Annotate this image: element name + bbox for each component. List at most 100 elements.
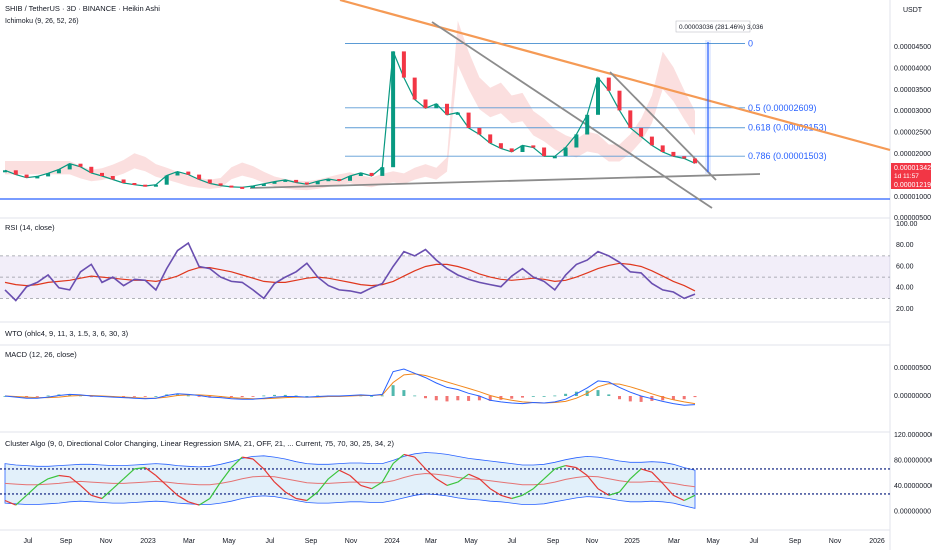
candle-32 (348, 176, 352, 181)
cluster-osc-seg-8 (80, 484, 92, 496)
price-tick-0: 0.00004500 (894, 44, 931, 51)
macd-bar-57 (618, 396, 621, 400)
cluster-osc-seg-59 (629, 468, 642, 480)
current-price-label: 0.00001342 (894, 165, 931, 172)
price-tick-1: 0.00004000 (894, 65, 931, 72)
cluster-osc-seg-44 (468, 473, 480, 480)
price-pane[interactable]: 0 0.5 (0.00002609) 0.618 (0.00002153) 0.786… (0, 0, 891, 209)
cluster-osc-seg-13 (134, 467, 146, 470)
time-tick-5: May (222, 538, 236, 545)
candle-17 (186, 171, 191, 175)
candle-63 (682, 156, 687, 159)
candle-40 (434, 103, 439, 109)
cluster-osc-seg-34 (360, 484, 372, 490)
cluster-osc-seg-22 (230, 456, 243, 469)
candle-56 (606, 77, 611, 91)
macd-bar-61 (661, 396, 665, 401)
cluster-osc-seg-9 (91, 494, 103, 500)
measure-tool[interactable]: 0.00003036 (281.46%) 3,036 (675, 20, 764, 174)
cluster-osc-seg-18 (188, 501, 200, 506)
cluster-osc-seg-60 (640, 468, 653, 473)
candle-55 (596, 77, 600, 115)
rsi-title: RSI (14, close) (5, 223, 55, 232)
macd-bar-4 (46, 395, 50, 397)
cluster-title: Cluster Algo (9, 0, Directional Color Ch… (5, 439, 394, 448)
macd-bar-44 (477, 396, 481, 401)
pane-separators (0, 0, 891, 550)
cluster-osc-seg-55 (586, 475, 599, 490)
wto-pane[interactable]: WTO (ohlc4, 9, 11, 3, 1.5, 3, 6, 30, 3) (5, 329, 129, 338)
candle-15 (164, 175, 169, 185)
macd-bar-55 (596, 390, 600, 396)
cluster-osc-seg-54 (576, 467, 588, 476)
candle-42 (455, 112, 460, 115)
trendlines[interactable] (0, 0, 891, 209)
macd-bar-43 (467, 396, 471, 401)
candle-16 (175, 171, 180, 176)
candle-19 (207, 179, 212, 184)
measure-label-box (675, 20, 751, 33)
cluster-osc-seg-3 (26, 484, 38, 496)
candle-39 (423, 99, 428, 109)
macd-bar-45 (488, 396, 492, 401)
time-tick-18: Jul (750, 538, 759, 545)
cluster-osc-seg-62 (662, 482, 674, 496)
candle-1 (13, 170, 18, 175)
macd-pane[interactable]: MACD (12, 26, close) (3, 350, 697, 406)
current-price-box (891, 163, 931, 189)
cluster-osc-seg-12 (123, 468, 135, 480)
macd-bar-13 (143, 396, 147, 397)
cluster-osc-seg-51 (543, 468, 556, 480)
candle-53 (574, 134, 579, 148)
macd-bar-26 (283, 394, 287, 396)
gray-wedge-inner (609, 71, 717, 181)
cluster-osc-seg-36 (381, 463, 394, 483)
countdown-label: 1d 11:57 (894, 173, 919, 180)
candle-6 (67, 163, 72, 170)
cluster-osc-seg-47 (500, 494, 512, 500)
macd-bar-63 (682, 396, 686, 400)
time-tick-15: 2025 (624, 538, 640, 545)
time-tick-0: Jul (24, 538, 33, 545)
cluster-osc-seg-14 (144, 467, 157, 476)
cluster-osc-seg-49 (522, 488, 534, 496)
cluster-pane[interactable]: Cluster Algo (9, 0, Directional Color Ch… (0, 439, 890, 509)
fib-label-2: 0.618 (0.00002153) (748, 123, 827, 133)
price-axis[interactable]: 0.00004500 0.00004000 0.00003500 0.00003000… (891, 44, 932, 516)
macd-bar-17 (186, 395, 190, 397)
cluster-levels (0, 468, 890, 495)
cluster-osc-seg-41 (435, 478, 448, 486)
fib-label-3: 0.786 (0.00001503) (748, 151, 827, 161)
macd-bar-36 (391, 385, 395, 396)
macd-bar-62 (671, 396, 675, 400)
candle-51 (552, 156, 557, 159)
macd-line (4, 368, 696, 406)
candle-38 (412, 77, 417, 100)
price-tick-8: 0.00000500 (894, 215, 931, 222)
cluster-osc-seg-58 (619, 478, 631, 493)
price-tick-3: 0.00003000 (894, 108, 931, 115)
macd-tick-0: 0.00000500 (894, 365, 931, 372)
rsi-pane[interactable]: RSI (14, close) (0, 223, 890, 302)
candle-27 (294, 179, 299, 183)
cluster-osc-seg-29 (306, 491, 319, 501)
candle-26 (283, 179, 288, 182)
cluster-osc-seg-27 (284, 491, 297, 500)
candle-57 (617, 90, 622, 111)
candle-20 (218, 183, 223, 186)
candle-43 (466, 112, 471, 128)
cluster-oscillator (4, 453, 696, 506)
macd-bar-34 (370, 396, 374, 397)
price-tick-4: 0.00002500 (894, 130, 931, 137)
cluster-osc-seg-23 (242, 456, 254, 460)
macd-bar-50 (542, 396, 546, 397)
cluster-osc-seg-46 (489, 488, 502, 496)
macd-bar-14 (154, 396, 158, 397)
time-tick-20: Nov (829, 538, 842, 545)
cluster-osc-seg-10 (101, 488, 114, 499)
cluster-osc-seg-15 (155, 475, 168, 486)
time-axis[interactable]: Jul Sep Nov 2023 Mar May Jul Sep Nov 2024 Mar May Ju… (24, 538, 885, 545)
rsi-band (0, 255, 890, 299)
time-tick-11: May (464, 538, 478, 545)
